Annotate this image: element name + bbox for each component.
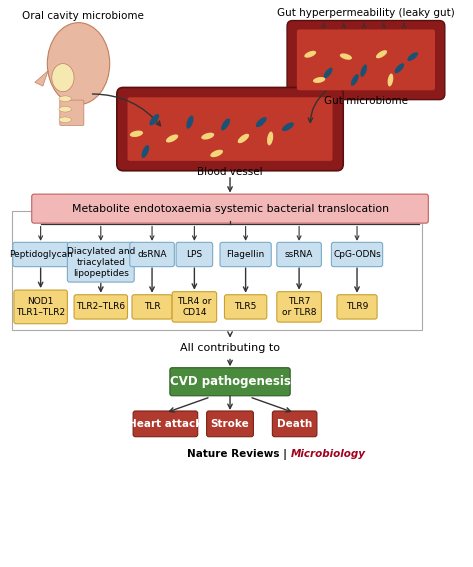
Text: Heart attack: Heart attack [128, 419, 202, 429]
Text: Oral cavity microbiome: Oral cavity microbiome [22, 11, 144, 21]
Ellipse shape [47, 23, 110, 104]
Text: TLR4 or
CD14: TLR4 or CD14 [177, 297, 211, 317]
Text: Peptidoglycan: Peptidoglycan [9, 250, 72, 259]
FancyBboxPatch shape [287, 20, 445, 100]
Ellipse shape [304, 51, 316, 58]
FancyBboxPatch shape [67, 242, 134, 282]
Ellipse shape [210, 150, 223, 157]
Text: TLR7
or TLR8: TLR7 or TLR8 [282, 297, 316, 317]
Text: Nature Reviews |: Nature Reviews | [186, 448, 290, 460]
Text: All contributing to: All contributing to [180, 343, 280, 353]
Ellipse shape [59, 96, 71, 101]
FancyBboxPatch shape [297, 29, 435, 90]
FancyBboxPatch shape [132, 295, 172, 319]
FancyBboxPatch shape [130, 242, 175, 266]
FancyBboxPatch shape [277, 291, 321, 322]
Text: Diacylated and
triacylated
lipopeptides: Diacylated and triacylated lipopeptides [67, 247, 135, 278]
Text: dsRNA: dsRNA [137, 250, 167, 259]
FancyBboxPatch shape [337, 295, 377, 319]
Text: Metabolite endotoxaemia systemic bacterial translocation: Metabolite endotoxaemia systemic bacteri… [71, 204, 388, 214]
Text: Gut hyperpermeability (leaky gut): Gut hyperpermeability (leaky gut) [277, 8, 455, 18]
Ellipse shape [59, 117, 71, 122]
Text: TLR9: TLR9 [346, 302, 368, 311]
FancyBboxPatch shape [60, 100, 84, 125]
FancyBboxPatch shape [277, 242, 321, 266]
Ellipse shape [340, 53, 352, 60]
Ellipse shape [186, 116, 193, 129]
Text: ssRNA: ssRNA [285, 250, 313, 259]
Text: Gut microbiome: Gut microbiome [324, 96, 408, 106]
Ellipse shape [387, 74, 393, 86]
Ellipse shape [256, 117, 267, 127]
Text: Microbiology: Microbiology [291, 449, 366, 459]
Text: Stroke: Stroke [210, 419, 249, 429]
Ellipse shape [351, 74, 359, 86]
FancyBboxPatch shape [13, 242, 69, 266]
Text: CVD pathogenesis: CVD pathogenesis [170, 375, 290, 388]
FancyBboxPatch shape [176, 242, 213, 266]
Ellipse shape [376, 50, 387, 58]
FancyBboxPatch shape [117, 87, 343, 171]
FancyBboxPatch shape [332, 242, 383, 266]
FancyBboxPatch shape [172, 291, 217, 322]
Ellipse shape [324, 67, 333, 78]
Text: TLR5: TLR5 [235, 302, 257, 311]
FancyBboxPatch shape [74, 295, 128, 319]
Ellipse shape [149, 114, 159, 125]
Ellipse shape [221, 119, 230, 130]
Text: Flagellin: Flagellin [227, 250, 265, 259]
FancyBboxPatch shape [128, 98, 333, 161]
Text: LPS: LPS [186, 250, 202, 259]
Text: CpG-ODNs: CpG-ODNs [333, 250, 381, 259]
Ellipse shape [52, 64, 74, 92]
Ellipse shape [360, 65, 367, 77]
Polygon shape [35, 71, 48, 86]
Ellipse shape [407, 52, 418, 61]
FancyBboxPatch shape [32, 194, 429, 223]
Ellipse shape [237, 134, 249, 143]
FancyBboxPatch shape [170, 368, 290, 396]
Text: TLR2–TLR6: TLR2–TLR6 [76, 302, 125, 311]
FancyBboxPatch shape [272, 411, 317, 437]
Text: Blood vessel: Blood vessel [197, 167, 263, 177]
Text: NOD1
TLR1–TLR2: NOD1 TLR1–TLR2 [16, 297, 65, 317]
Ellipse shape [394, 64, 404, 73]
FancyBboxPatch shape [220, 242, 271, 266]
FancyBboxPatch shape [133, 411, 198, 437]
Ellipse shape [201, 133, 214, 139]
Ellipse shape [313, 77, 325, 83]
Text: TLR: TLR [144, 302, 160, 311]
Text: Death: Death [277, 419, 312, 429]
Ellipse shape [166, 134, 178, 142]
Ellipse shape [141, 145, 149, 158]
FancyBboxPatch shape [225, 295, 267, 319]
Ellipse shape [282, 122, 294, 131]
Ellipse shape [267, 132, 273, 145]
FancyBboxPatch shape [14, 290, 67, 324]
Ellipse shape [130, 130, 143, 137]
FancyBboxPatch shape [207, 411, 254, 437]
Ellipse shape [59, 107, 71, 112]
